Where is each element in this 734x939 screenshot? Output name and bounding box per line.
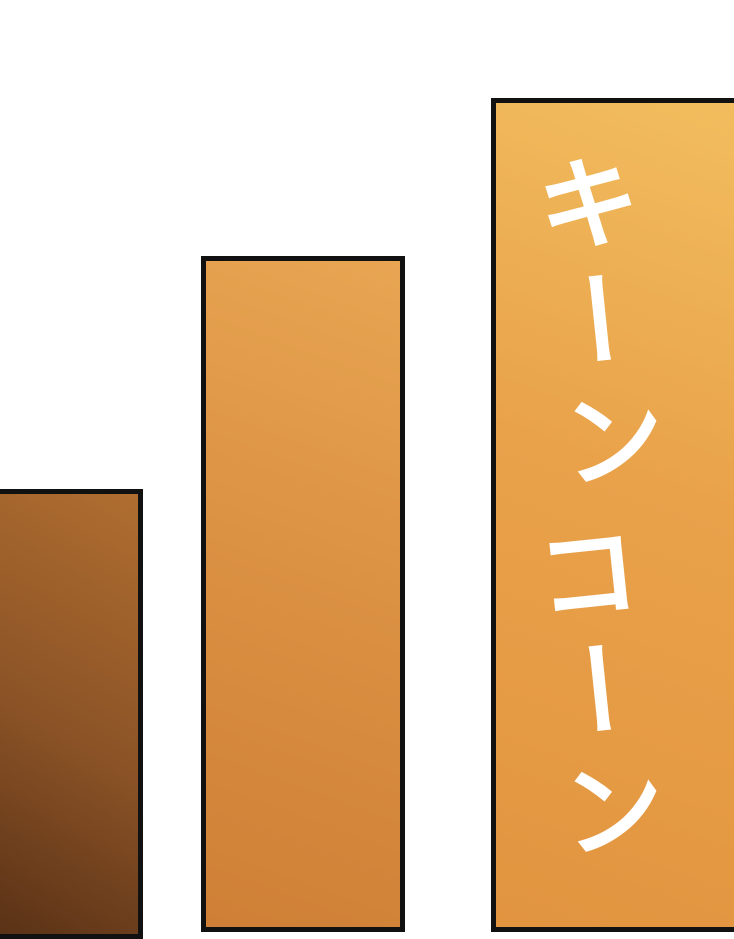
bar-panel [491,98,734,932]
bar-panel [0,489,143,939]
bar-panel [201,256,405,932]
